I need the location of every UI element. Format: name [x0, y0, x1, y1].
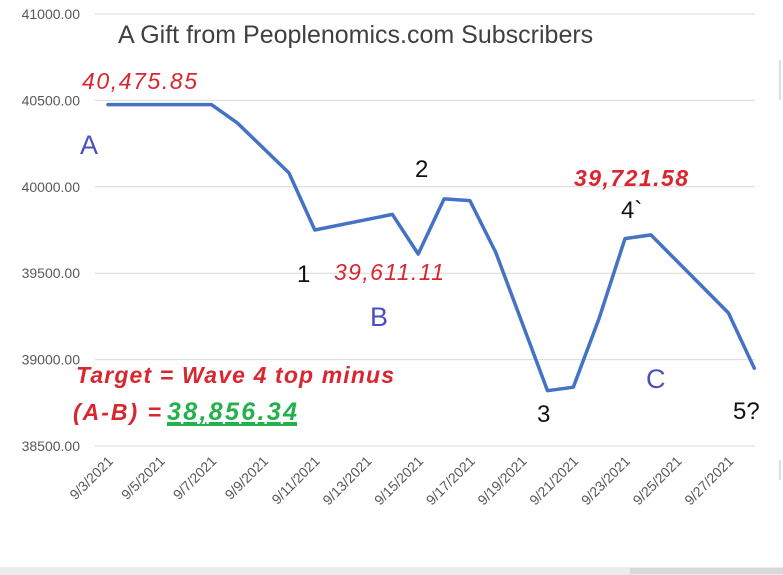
x-tick-label: 9/3/2021	[66, 453, 116, 503]
series-path	[106, 102, 757, 393]
y-tick-label: 40000.00	[22, 179, 81, 195]
y-tick-label: 41000.00	[22, 6, 81, 22]
annotation-wave4-value: 39,721.58	[574, 165, 688, 191]
annotation-label-5: 5?	[733, 398, 760, 425]
y-tick-label: 39000.00	[22, 352, 81, 368]
annotation-b-value: 39,611.11	[334, 259, 444, 285]
x-tick-label: 9/19/2021	[474, 453, 530, 509]
annotation-label-c: C	[646, 364, 666, 394]
x-tick-label: 9/7/2021	[170, 453, 220, 503]
annotation-label-4: 4`	[621, 197, 642, 224]
horizontal-scrollbar[interactable]	[0, 567, 783, 575]
annotation-label-2: 2	[415, 156, 428, 183]
x-tick-label: 9/11/2021	[268, 453, 323, 508]
x-tick-label: 9/23/2021	[578, 453, 634, 509]
annotation-label-3: 3	[537, 401, 550, 428]
x-tick-label: 9/21/2021	[526, 453, 582, 509]
x-tick-label: 9/15/2021	[371, 453, 427, 509]
annotation-target-line2-prefix: (A-B) =	[73, 399, 161, 425]
annotation-peak-value: 40,475.85	[82, 68, 197, 94]
annotation-label-b: B	[370, 302, 388, 332]
annotation-target-line1: Target = Wave 4 top minus	[76, 362, 394, 388]
x-tick-label: 9/25/2021	[629, 453, 685, 509]
annotation-target-value: 38,856.34	[167, 398, 297, 426]
scrollbar-thumb[interactable]	[630, 568, 783, 574]
x-tick-label: 9/17/2021	[423, 453, 479, 509]
x-axis-tick-labels: 9/3/2021 9/5/2021 9/7/2021 9/9/20219/11/202…	[66, 453, 736, 509]
annotation-label-a: A	[80, 130, 98, 160]
chart-title: A Gift from Peoplenomics.com Subscribers	[118, 21, 593, 49]
x-tick-label: 9/13/2021	[319, 453, 375, 509]
x-tick-label: 9/27/2021	[681, 453, 737, 509]
y-axis-tick-labels: 41000.00 40500.00 40000.00 39500.00 39000.00…	[22, 6, 81, 454]
x-tick-label: 9/9/2021	[221, 453, 271, 503]
series-line	[106, 102, 757, 393]
y-tick-label: 38500.00	[22, 438, 81, 454]
annotation-label-1: 1	[297, 261, 310, 288]
x-tick-label: 9/5/2021	[118, 453, 168, 503]
y-tick-label: 40500.00	[22, 92, 81, 108]
y-tick-label: 39500.00	[22, 265, 81, 281]
gridlines	[95, 13, 755, 447]
